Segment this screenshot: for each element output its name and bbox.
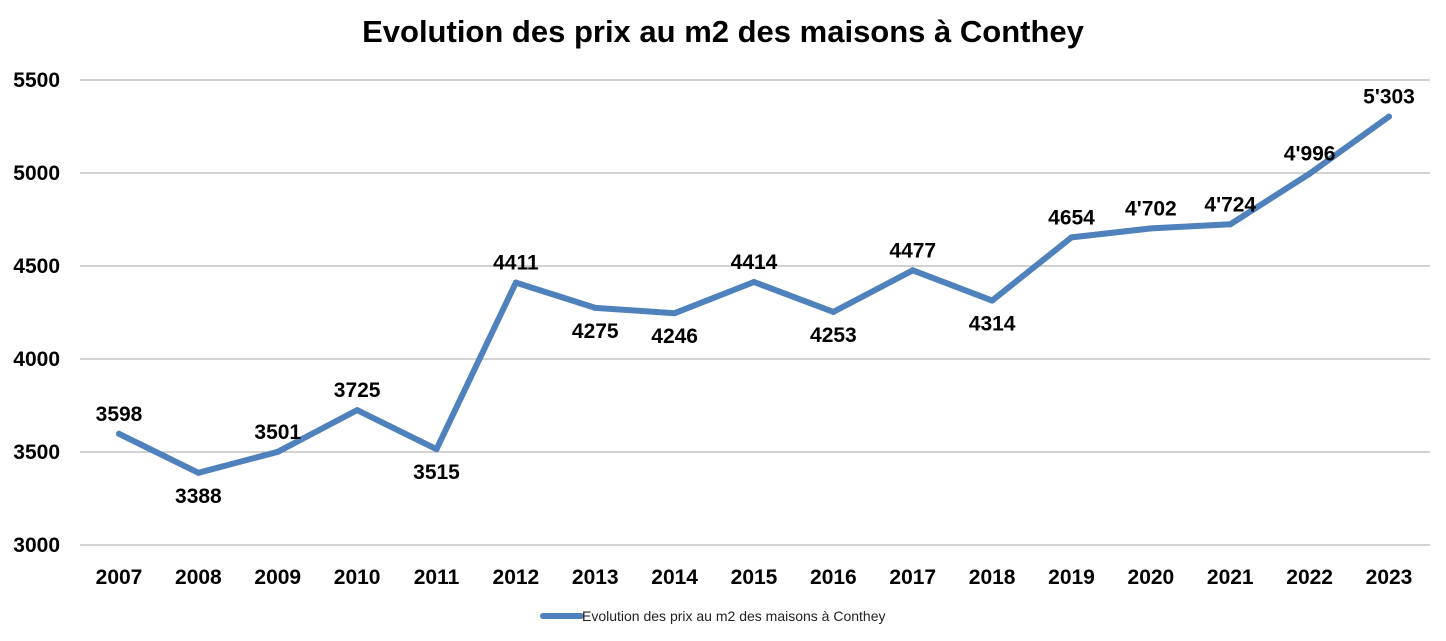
x-tick-label: 2017	[889, 566, 936, 589]
gridlines	[80, 79, 1430, 546]
data-point	[116, 430, 122, 437]
data-point	[1386, 113, 1392, 120]
y-tick-label: 4500	[13, 255, 60, 278]
data-label: 4414	[731, 251, 778, 274]
data-label: 3388	[175, 485, 222, 508]
data-point	[989, 297, 996, 304]
series-layer	[116, 113, 1392, 476]
x-tick-label: 2012	[493, 566, 540, 589]
data-labels: 3598 3388 3501 3725 3515 4411 4275 4246 4414 4253…	[96, 86, 1415, 508]
data-label: 4'996	[1284, 143, 1336, 166]
data-point	[512, 279, 519, 286]
x-tick-label: 2022	[1286, 566, 1333, 589]
data-point	[909, 267, 916, 274]
x-tick-label: 2015	[731, 566, 778, 589]
series-line	[116, 113, 1392, 476]
data-point	[1068, 234, 1075, 241]
x-tick-label: 2010	[334, 566, 381, 589]
data-point	[1147, 225, 1154, 232]
x-tick-label: 2020	[1128, 566, 1175, 589]
data-label: 3501	[254, 421, 301, 444]
y-tick-label: 3000	[13, 534, 60, 557]
data-label: 4411	[493, 252, 539, 275]
data-point	[1227, 221, 1234, 228]
data-label: 4477	[889, 239, 936, 262]
x-tick-label: 2018	[969, 566, 1016, 589]
x-tick-label: 2023	[1366, 566, 1413, 589]
chart-title: Evolution des prix au m2 des maisons à C…	[362, 14, 1084, 49]
data-label: 4654	[1048, 206, 1095, 229]
data-label: 4253	[810, 324, 857, 347]
legend: Evolution des prix au m2 des maisons à C…	[540, 608, 886, 624]
data-label: 4246	[651, 325, 698, 348]
data-label: 3515	[413, 461, 460, 484]
x-tick-label: 2021	[1207, 566, 1254, 589]
x-tick-label: 2008	[175, 566, 222, 589]
x-tick-label: 2009	[254, 566, 301, 589]
data-point	[592, 304, 599, 311]
data-point	[354, 407, 361, 414]
x-tick-label: 2016	[810, 566, 857, 589]
data-point	[751, 278, 757, 285]
y-tick-label: 3500	[13, 441, 60, 464]
x-tick-label: 2019	[1048, 566, 1095, 589]
data-point	[274, 448, 281, 455]
x-tick-label: 2007	[96, 566, 143, 589]
data-label: 4'724	[1204, 193, 1256, 216]
data-point	[830, 308, 837, 315]
data-label: 5'303	[1363, 86, 1415, 109]
legend-label: Evolution des prix au m2 des maisons à C…	[582, 608, 886, 624]
x-tick-label: 2013	[572, 566, 619, 589]
data-point	[195, 469, 202, 476]
data-label: 3598	[96, 403, 143, 426]
data-label: 4275	[572, 320, 619, 343]
y-tick-label: 5500	[13, 69, 60, 92]
x-tick-label: 2011	[414, 566, 460, 589]
data-point	[1306, 170, 1313, 177]
axes: 3000 3500 4000 4500 5000 5500 2007 2008 2009 2010…	[13, 69, 1412, 589]
data-label: 3725	[334, 379, 381, 402]
data-point	[671, 310, 678, 317]
data-label: 4314	[969, 313, 1016, 336]
data-label: 4'702	[1125, 197, 1177, 220]
data-point	[433, 446, 440, 453]
x-tick-label: 2014	[651, 566, 698, 589]
y-tick-label: 4000	[13, 348, 60, 371]
y-tick-label: 5000	[13, 162, 60, 185]
